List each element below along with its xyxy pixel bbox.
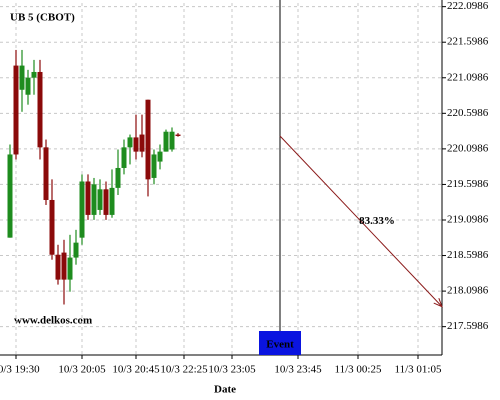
- candle-body: [73, 242, 79, 258]
- arrow-head: [433, 298, 443, 308]
- candle-body: [157, 151, 163, 162]
- candle-body: [91, 184, 97, 215]
- x-tick-label: 11/3 01:05: [395, 364, 442, 376]
- candle-body: [85, 181, 91, 215]
- x-tick-label: 10/3 19:30: [0, 364, 40, 376]
- candle-body: [25, 77, 31, 95]
- y-tick-label: 220.5986: [447, 107, 489, 119]
- y-tick-label: 219.5986: [447, 178, 489, 190]
- candle-body: [19, 65, 25, 90]
- event-label: Event: [266, 339, 294, 351]
- x-tick-label: 10/3 23:05: [208, 364, 256, 376]
- x-tick-label: 10/3 20:05: [58, 364, 106, 376]
- candle-body: [115, 167, 121, 188]
- y-tick-label: 220.0986: [447, 142, 489, 154]
- candle-body: [121, 147, 127, 168]
- chart-title: UB 5 (CBOT): [10, 12, 75, 24]
- projection-arrow: [279, 135, 443, 307]
- candle-body: [61, 252, 67, 280]
- x-tick-label: 10/3 22:25: [160, 364, 208, 376]
- candle-body: [67, 257, 73, 280]
- candle-body: [43, 147, 49, 200]
- candle-body: [163, 131, 169, 152]
- candle-body: [97, 189, 103, 210]
- x-tick-label: 11/3 00:25: [335, 364, 382, 376]
- x-tick-label: 10/3 20:45: [112, 364, 160, 376]
- event-box: [259, 331, 301, 355]
- candle-body: [55, 254, 61, 280]
- y-tick-label: 218.0986: [447, 285, 489, 297]
- candle-body: [13, 65, 19, 155]
- projection-label: 83.33%: [359, 215, 395, 227]
- x-axis-label: Date: [214, 384, 236, 396]
- candle-body: [151, 154, 157, 178]
- candle-body: [175, 134, 181, 136]
- candle-body: [133, 137, 139, 152]
- candle-body: [7, 154, 13, 238]
- y-tick-label: 217.5986: [447, 320, 489, 332]
- x-tick-label: 10/3 23:45: [274, 364, 322, 376]
- candle-body: [127, 137, 133, 148]
- candle-body: [79, 181, 85, 238]
- y-tick-label: 222.0986: [447, 0, 489, 12]
- y-tick-label: 219.0986: [447, 214, 489, 226]
- candle-body: [145, 99, 151, 180]
- candle-body: [37, 71, 43, 148]
- candle-body: [31, 71, 37, 78]
- candle-body: [103, 189, 109, 215]
- candle-body: [49, 199, 55, 255]
- y-tick-label: 218.5986: [447, 249, 489, 261]
- watermark: www.delkos.com: [14, 315, 92, 327]
- candle-body: [169, 131, 175, 150]
- y-tick-label: 221.0986: [447, 71, 489, 83]
- y-tick-label: 221.5986: [447, 36, 489, 48]
- candle-body: [139, 134, 145, 152]
- candle-body: [109, 187, 115, 215]
